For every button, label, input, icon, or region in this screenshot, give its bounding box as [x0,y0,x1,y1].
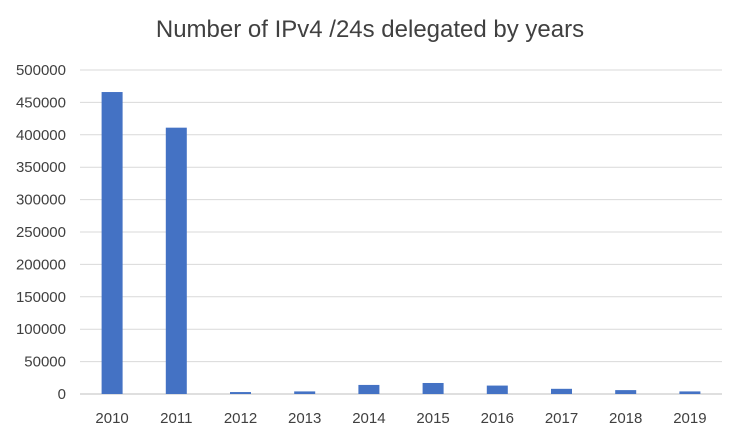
bar-2013 [294,391,316,394]
gridlines [80,69,722,395]
y-tick-label: 300000 [16,192,66,209]
y-axis-tick-labels: 0 50000 100000 150000 200000 250000 300000 3500… [16,62,66,403]
x-tick-label: 2012 [224,410,257,427]
chart-title: Number of IPv4 /24s delegated by years [156,16,584,43]
y-tick-label: 350000 [16,159,66,176]
x-tick-label: 2018 [609,410,642,427]
x-tick-label: 2015 [416,410,449,427]
x-tick-label: 2010 [95,410,128,427]
bar-2014 [358,384,380,394]
y-tick-label: 150000 [16,289,66,306]
bar-2012 [230,392,251,394]
x-tick-label: 2017 [545,410,578,427]
x-axis-tick-labels: 2010 2011 2012 2013 2014 2015 2016 2017 2018 2019 [95,410,706,427]
x-tick-label: 2019 [673,410,706,427]
y-tick-label: 500000 [16,62,66,79]
bar-2016 [486,385,508,394]
bar-2011 [165,127,187,394]
y-tick-label: 0 [58,386,66,403]
y-tick-label: 200000 [16,256,66,273]
bar-2018 [615,390,637,394]
bar-2019 [679,391,701,394]
x-tick-label: 2013 [288,410,321,427]
bar-2010 [101,92,123,395]
y-tick-label: 50000 [24,354,66,371]
y-tick-label: 450000 [16,94,66,111]
x-tick-label: 2011 [160,410,192,427]
x-tick-label: 2014 [352,410,385,427]
x-tick-label: 2016 [481,410,514,427]
y-tick-label: 400000 [16,127,66,144]
bar-2017 [551,388,572,394]
y-tick-label: 250000 [16,224,66,241]
bars [101,92,701,395]
y-tick-label: 100000 [16,321,66,338]
bar-2015 [422,382,444,394]
